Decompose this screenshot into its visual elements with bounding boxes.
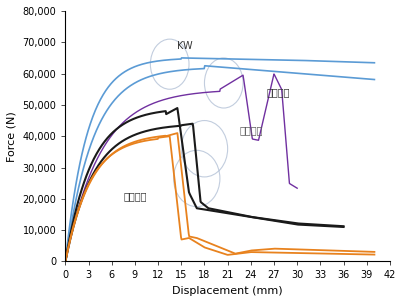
X-axis label: Displacement (mm): Displacement (mm) <box>172 286 283 296</box>
Y-axis label: Force (N): Force (N) <box>7 111 17 161</box>
Text: 빌스타인: 빌스타인 <box>123 191 147 201</box>
Text: 네오테크: 네오테크 <box>239 125 263 135</box>
Text: 실크로드: 실크로드 <box>266 88 290 98</box>
Text: KW: KW <box>177 41 193 51</box>
